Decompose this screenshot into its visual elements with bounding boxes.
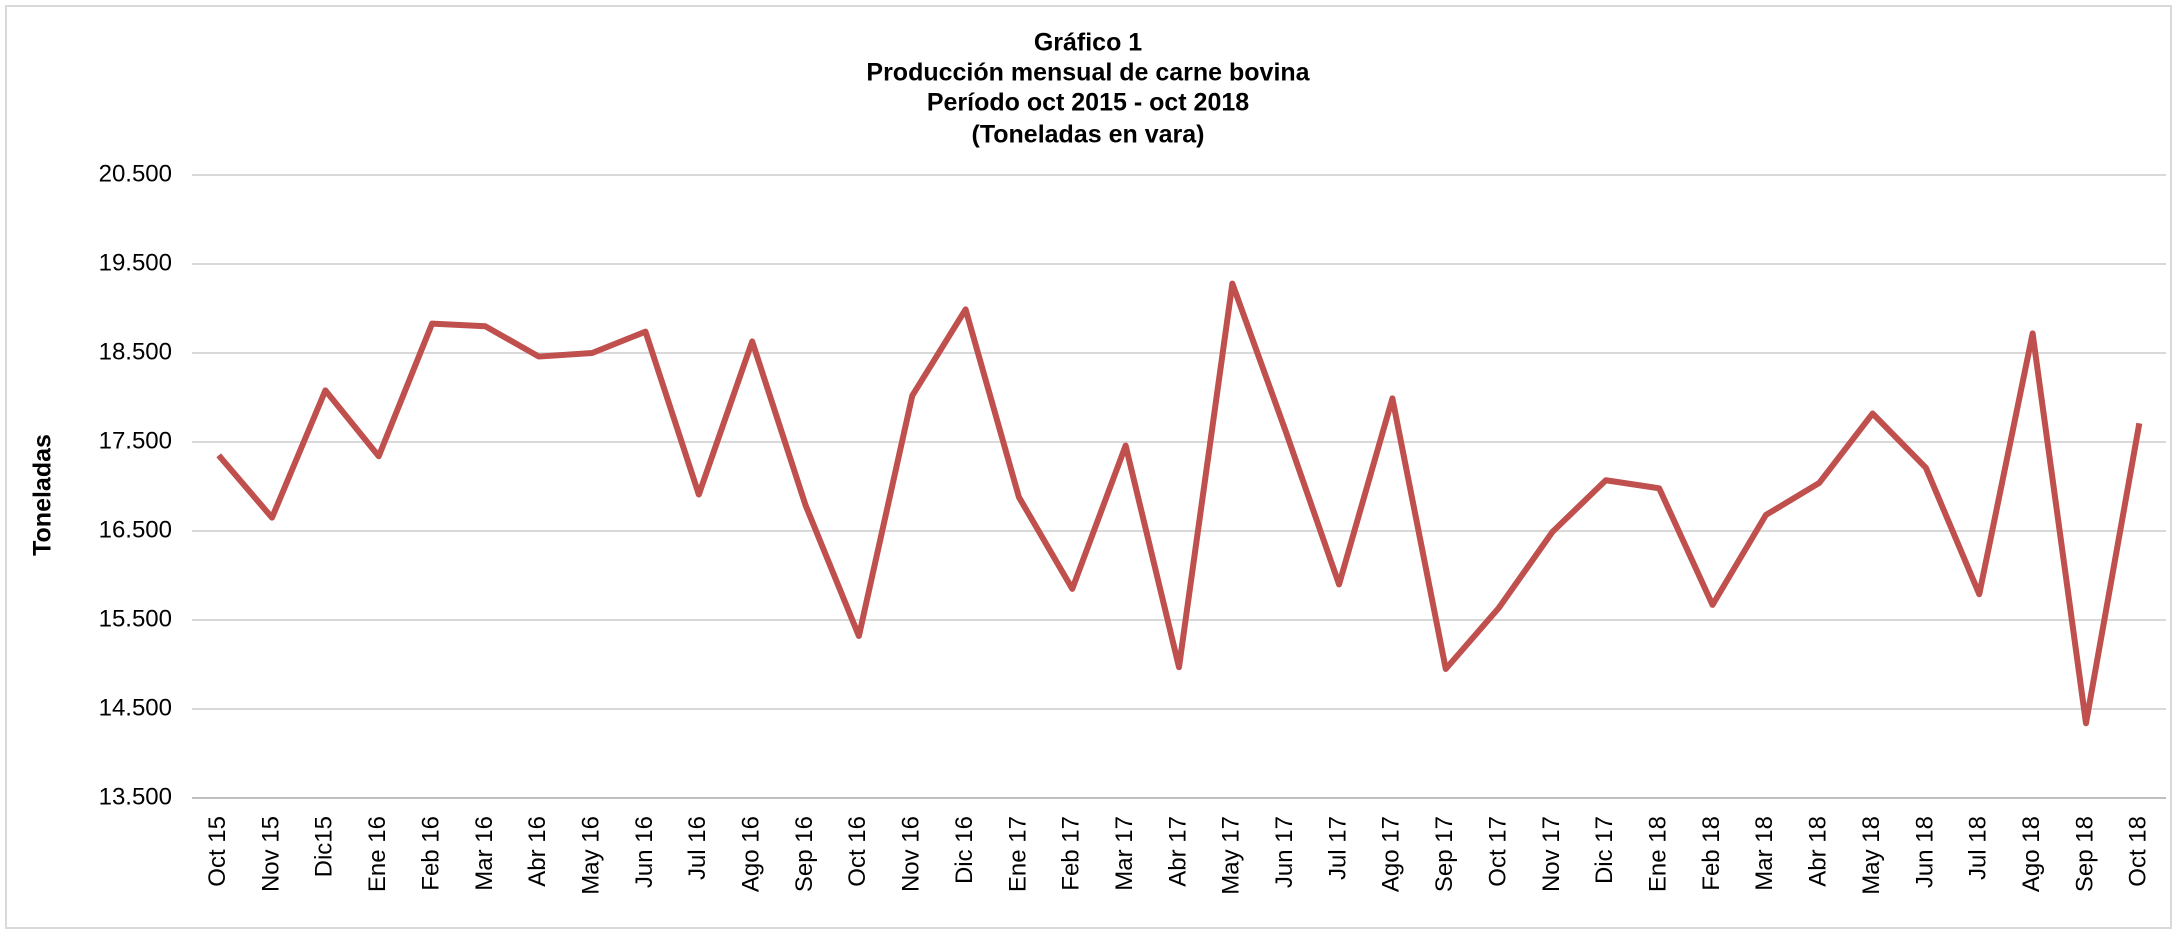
x-tick-label: Sep 16: [791, 816, 818, 892]
y-tick-label: 18.500: [99, 338, 172, 365]
x-tick-label: Oct 17: [1484, 816, 1511, 887]
x-tick-label: Ene 17: [1004, 816, 1031, 892]
x-tick-label: May 17: [1218, 816, 1245, 895]
x-tick-label: Ene 16: [364, 816, 391, 892]
y-tick-label: 13.500: [99, 783, 172, 810]
y-tick-label: 19.500: [99, 249, 172, 276]
chart-title: Producción mensual de carne bovina: [866, 59, 1310, 87]
x-tick-label: Mar 18: [1751, 816, 1778, 891]
x-tick-label: Jul 16: [684, 816, 711, 880]
chart-border: [5, 5, 2172, 929]
y-tick-label: 16.500: [99, 516, 172, 543]
x-tick-label: Oct 15: [204, 816, 231, 887]
chart-title: Período oct 2015 - oct 2018: [927, 89, 1249, 117]
x-tick-label: Abr 18: [1805, 816, 1832, 887]
x-tick-label: Ago 18: [2018, 816, 2045, 892]
x-tick-label: Dic15: [311, 816, 338, 877]
x-tick-label: Jul 17: [1324, 816, 1351, 880]
x-tick-label: Sep 18: [2071, 816, 2098, 892]
x-tick-label: Ago 17: [1378, 816, 1405, 892]
x-tick-label: Feb 18: [1698, 816, 1725, 891]
x-tick-label: May 18: [1858, 816, 1885, 895]
y-tick-label: 14.500: [99, 694, 172, 721]
chart-title: Gráfico 1: [1034, 29, 1142, 57]
x-tick-label: Dic 16: [951, 816, 978, 884]
data-line: [216, 280, 2143, 727]
x-tick-label: Ago 16: [738, 816, 765, 892]
x-tick-label: Oct 18: [2125, 816, 2152, 887]
x-tick-label: Nov 15: [257, 816, 284, 892]
x-tick-label: Nov 17: [1538, 816, 1565, 892]
x-tick-label: May 16: [577, 816, 604, 895]
x-tick-label: Nov 16: [898, 816, 925, 892]
y-tick-label: 15.500: [99, 605, 172, 632]
x-tick-label: Ene 18: [1645, 816, 1672, 892]
x-tick-label: Jun 16: [631, 816, 658, 888]
x-tick-label: Mar 16: [471, 816, 498, 891]
x-tick-label: Feb 16: [417, 816, 444, 891]
x-tick-label: Feb 17: [1058, 816, 1085, 891]
x-tick-label: Oct 16: [844, 816, 871, 887]
x-tick-label: Mar 17: [1111, 816, 1138, 891]
y-tick-label: 17.500: [99, 427, 172, 454]
y-axis-label: Toneladas: [29, 434, 57, 556]
x-tick-label: Jul 18: [1965, 816, 1992, 880]
x-tick-label: Abr 17: [1164, 816, 1191, 887]
x-tick-label: Abr 16: [524, 816, 551, 887]
x-tick-label: Jun 18: [1911, 816, 1938, 888]
chart-title: (Toneladas en vara): [972, 121, 1205, 149]
x-tick-label: Jun 17: [1271, 816, 1298, 888]
x-tick-label: Sep 17: [1431, 816, 1458, 892]
x-tick-label: Dic 17: [1591, 816, 1618, 884]
y-tick-label: 20.500: [99, 160, 172, 187]
